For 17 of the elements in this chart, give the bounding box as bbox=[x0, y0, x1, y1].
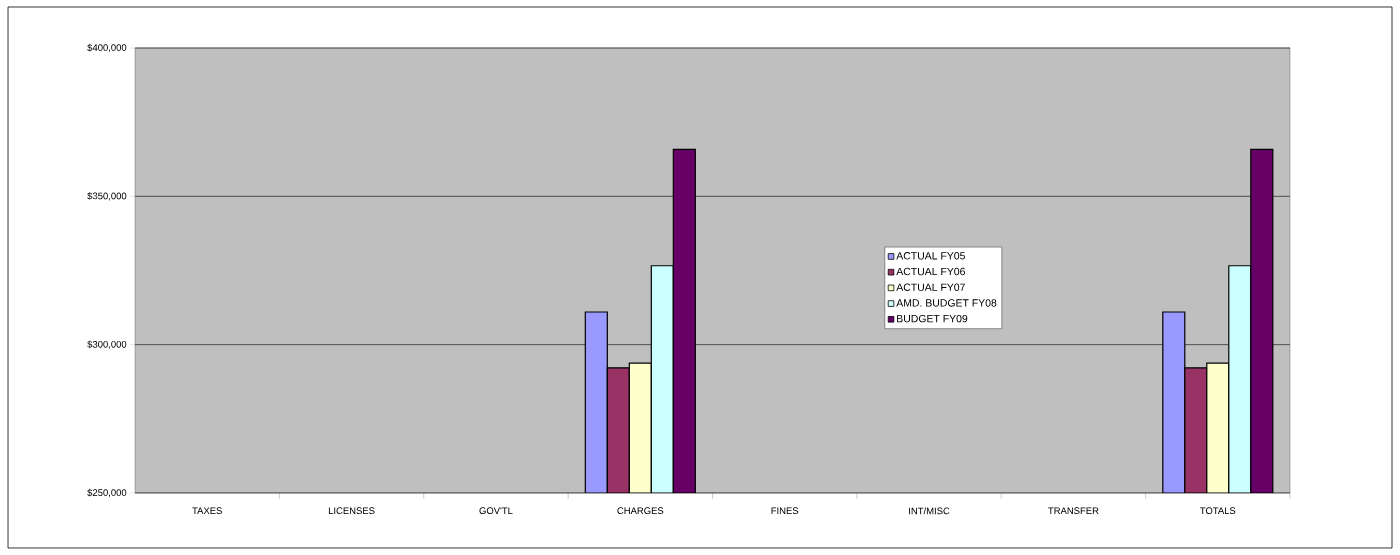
y-tick-label: $350,000 bbox=[87, 192, 127, 201]
x-tick-label: LICENSES bbox=[328, 507, 375, 515]
legend-label: ACTUAL FY07 bbox=[896, 283, 965, 291]
legend-label: ACTUAL FY05 bbox=[896, 252, 965, 260]
x-tick-label: TOTALS bbox=[1200, 507, 1236, 515]
legend-label: BUDGET FY09 bbox=[897, 314, 968, 323]
y-tick-label: $300,000 bbox=[87, 340, 127, 349]
x-tick-label: CHARGES bbox=[617, 507, 664, 515]
x-tick-label: GOV'TL bbox=[479, 507, 513, 515]
x-tick-label: INT/MISC bbox=[909, 507, 950, 515]
legend-label: ACTUAL FY06 bbox=[896, 267, 965, 276]
x-tick-label: TRANSFER bbox=[1048, 507, 1099, 515]
x-tick-label: TAXES bbox=[192, 507, 222, 515]
y-tick-label: $250,000 bbox=[87, 488, 127, 498]
legend-label: AMD. BUDGET FY08 bbox=[896, 299, 997, 307]
y-tick-label: $400,000 bbox=[87, 43, 127, 53]
x-tick-label: FINES bbox=[771, 507, 799, 515]
